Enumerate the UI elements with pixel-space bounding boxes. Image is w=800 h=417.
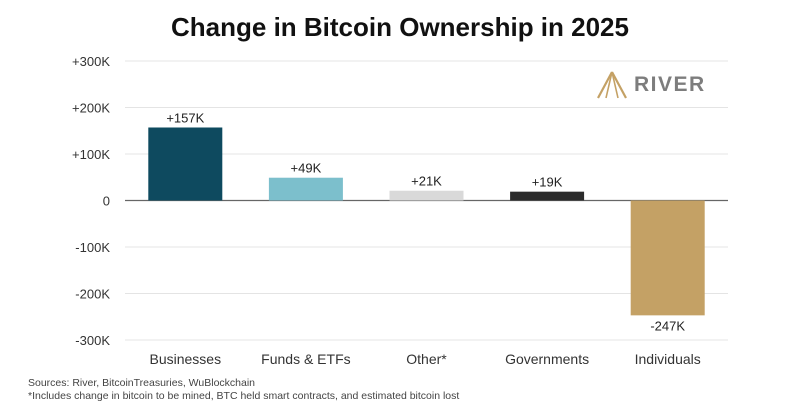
- x-tick-label: Businesses: [150, 351, 222, 367]
- bar: [510, 191, 585, 201]
- brand-name: RIVER: [634, 73, 706, 96]
- river-mountain-icon: [597, 71, 627, 99]
- y-tick-label: -200K: [75, 287, 110, 302]
- footnote-text: *Includes change in bitcoin to be mined,…: [28, 390, 460, 402]
- bar: [630, 200, 705, 316]
- bar-value-label: +49K: [291, 161, 322, 176]
- y-tick-label: 0: [103, 194, 110, 209]
- bar: [389, 190, 464, 201]
- chart-title: Change in Bitcoin Ownership in 2025: [171, 12, 629, 42]
- bar-value-label: -247K: [650, 318, 685, 333]
- chart-footer: Sources: River, BitcoinTreasuries, WuBlo…: [28, 377, 459, 403]
- bar: [268, 177, 343, 201]
- bar-value-label: +21K: [411, 174, 442, 189]
- y-tick-label: +300K: [72, 54, 110, 69]
- y-axis-tick-labels: +300K +200K +100K 0 -100K -200K -300K: [72, 54, 110, 348]
- bars: [148, 127, 705, 316]
- bar-value-label: +157K: [166, 110, 204, 125]
- y-tick-label: -100K: [75, 240, 110, 255]
- river-logo: RIVER: [596, 70, 706, 100]
- x-tick-label: Funds & ETFs: [261, 351, 350, 367]
- x-tick-label: Other*: [406, 351, 447, 367]
- x-tick-label: Governments: [505, 351, 589, 367]
- bar-value-label: +19K: [532, 175, 563, 190]
- y-tick-label: +100K: [72, 147, 110, 162]
- x-axis-category-labels: Businesses Funds & ETFs Other* Governments I…: [150, 351, 701, 367]
- x-tick-label: Individuals: [635, 351, 701, 367]
- y-tick-label: +200K: [72, 101, 110, 116]
- bar-value-labels: +157K +49K +21K +19K -247K: [166, 110, 685, 333]
- bar: [148, 127, 223, 201]
- sources-text: Sources: River, BitcoinTreasuries, WuBlo…: [28, 377, 256, 389]
- y-tick-label: -300K: [75, 333, 110, 348]
